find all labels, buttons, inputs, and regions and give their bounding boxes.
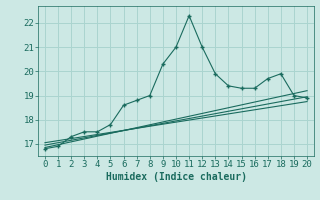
X-axis label: Humidex (Indice chaleur): Humidex (Indice chaleur) xyxy=(106,172,246,182)
